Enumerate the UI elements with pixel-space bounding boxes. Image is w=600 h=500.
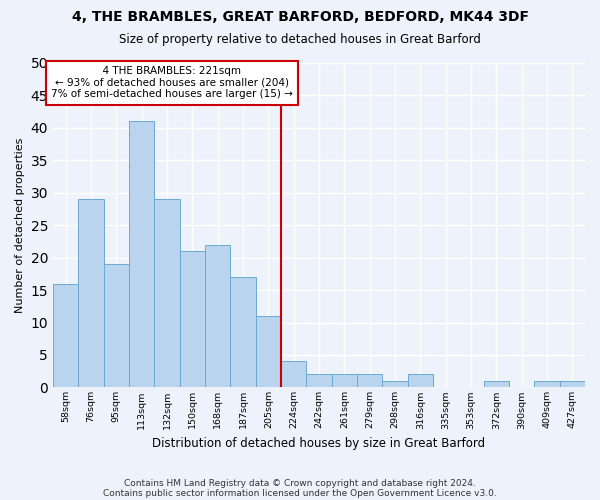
X-axis label: Distribution of detached houses by size in Great Barford: Distribution of detached houses by size … [152, 437, 485, 450]
Bar [560, 381, 585, 388]
Bar [357, 374, 382, 388]
Text: 4, THE BRAMBLES, GREAT BARFORD, BEDFORD, MK44 3DF: 4, THE BRAMBLES, GREAT BARFORD, BEDFORD,… [71, 10, 529, 24]
Text: Contains public sector information licensed under the Open Government Licence v3: Contains public sector information licen… [103, 488, 497, 498]
Bar [407, 374, 433, 388]
Y-axis label: Number of detached properties: Number of detached properties [15, 138, 25, 313]
Bar [79, 199, 104, 388]
Bar [535, 381, 560, 388]
Text: Size of property relative to detached houses in Great Barford: Size of property relative to detached ho… [119, 32, 481, 46]
Bar [230, 277, 256, 388]
Bar [307, 374, 332, 388]
Bar [154, 199, 179, 388]
Text: 4 THE BRAMBLES: 221sqm  
← 93% of detached houses are smaller (204)
7% of semi-d: 4 THE BRAMBLES: 221sqm ← 93% of detached… [51, 66, 293, 100]
Bar [205, 244, 230, 388]
Bar [256, 316, 281, 388]
Bar [179, 251, 205, 388]
Bar [332, 374, 357, 388]
Bar [53, 284, 79, 388]
Bar [382, 381, 407, 388]
Bar [281, 362, 307, 388]
Bar [129, 122, 154, 388]
Text: Contains HM Land Registry data © Crown copyright and database right 2024.: Contains HM Land Registry data © Crown c… [124, 478, 476, 488]
Bar [484, 381, 509, 388]
Bar [104, 264, 129, 388]
